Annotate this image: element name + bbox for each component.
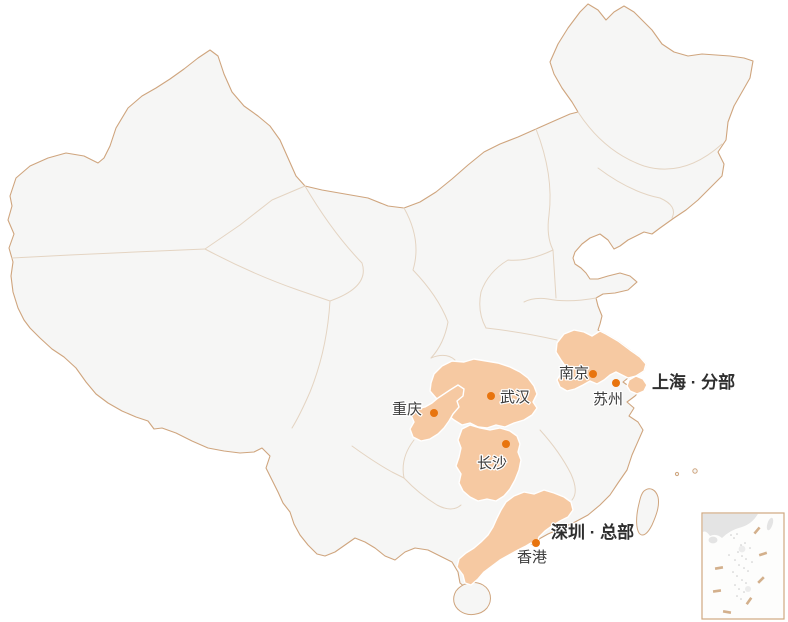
province-borders [11, 111, 723, 510]
city-dot-chongqing [430, 409, 438, 417]
city-dot-wuhan [487, 392, 495, 400]
region-shanghai [626, 375, 648, 395]
inset-hainan [708, 536, 718, 544]
inset-mainland-coast [702, 513, 758, 538]
region-guangdong [456, 489, 574, 586]
city-label-changsha: 长沙 [477, 455, 507, 472]
city-dot-suzhou [612, 379, 620, 387]
china-mainland-shape [7, 3, 754, 589]
nine-dash-line [712, 526, 768, 614]
city-label-shenzhen-hq: 深圳 · 总部 [551, 522, 634, 542]
city-label-suzhou: 苏州 [593, 391, 623, 408]
small-island [674, 471, 680, 477]
city-label-hongkong: 香港 [517, 549, 547, 566]
region-jiangsu [555, 329, 647, 392]
city-label-nanjing: 南京 [559, 365, 589, 382]
city-dot-hongkong [532, 539, 540, 547]
city-dot-changsha [502, 440, 510, 448]
city-label-shanghai-branch: 上海 · 分部 [652, 372, 735, 392]
city-label-wuhan: 武汉 [500, 389, 530, 406]
inset-islets [728, 533, 753, 600]
city-label-chongqing: 重庆 [392, 401, 422, 418]
inset-reef [745, 586, 751, 592]
taiwan-island [636, 488, 659, 536]
south-china-sea-inset [701, 512, 785, 620]
inset-reef [738, 545, 746, 553]
hainan-island [453, 582, 491, 616]
city-dot-nanjing [589, 370, 597, 378]
inset-taiwan [766, 517, 774, 531]
small-island [692, 468, 698, 474]
